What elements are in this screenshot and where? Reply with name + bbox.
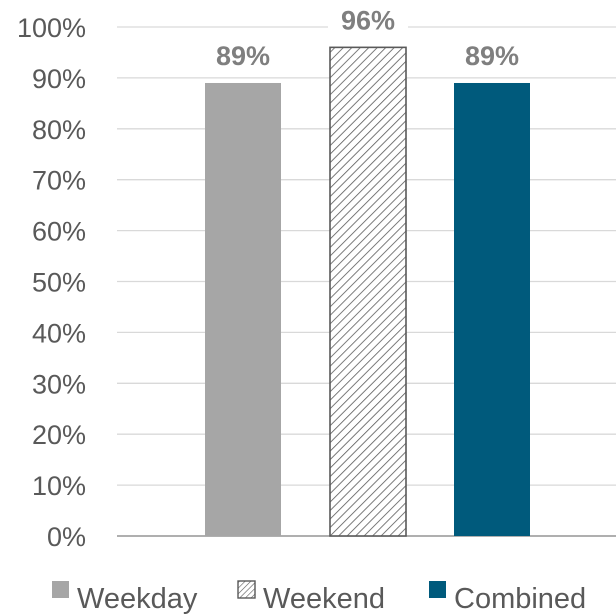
legend: Weekday Weekend Combined (52, 580, 586, 615)
data-label: 89% (465, 41, 519, 71)
legend-label-combined: Combined (454, 583, 586, 615)
legend-label-weekday: Weekday (77, 583, 198, 615)
data-labels: 89% 96% 89% (216, 5, 519, 71)
bars (205, 46, 530, 537)
y-tick-label: 70% (32, 166, 86, 196)
y-axis: 0% 10% 20% 30% 40% 50% 60% 70% 80% 90% 100% (17, 13, 616, 552)
legend-swatch-combined (429, 581, 446, 598)
y-tick-label: 30% (32, 369, 86, 399)
y-tick-label: 80% (32, 115, 86, 145)
data-label: 89% (216, 41, 270, 71)
y-tick-label: 20% (32, 420, 86, 450)
legend-swatch-weekend (237, 580, 256, 599)
y-tick-label: 40% (32, 318, 86, 348)
y-tick-label: 100% (17, 13, 86, 43)
bar-weekday (205, 82, 281, 537)
y-tick-label: 10% (32, 471, 86, 501)
legend-swatch-weekday (52, 581, 69, 598)
data-label-backing (328, 5, 408, 36)
y-tick-label: 90% (32, 64, 86, 94)
bar-weekend (329, 46, 407, 537)
y-tick-label: 50% (32, 268, 86, 298)
legend-label-weekend: Weekend (263, 583, 385, 615)
data-label: 96% (341, 5, 395, 35)
y-tick-label: 0% (47, 522, 86, 552)
bar-combined (454, 82, 530, 537)
y-tick-label: 60% (32, 217, 86, 247)
